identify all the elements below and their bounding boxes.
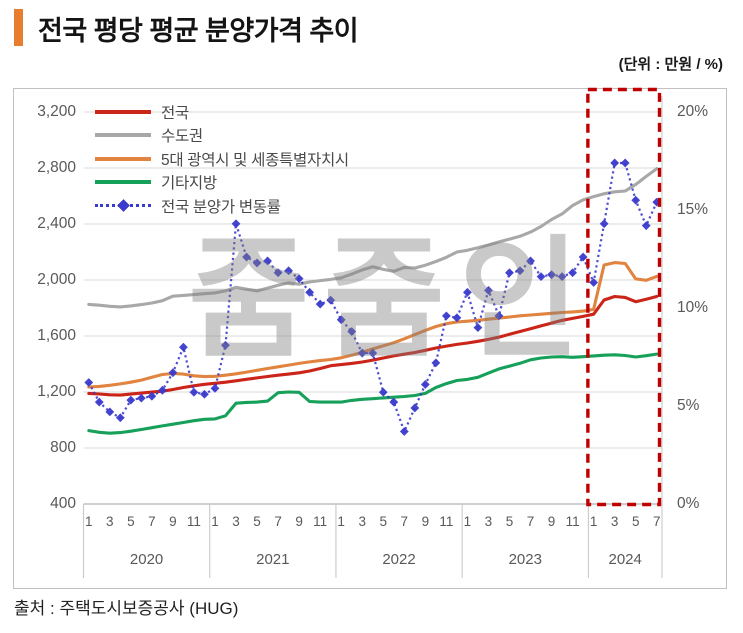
chart-legend: 전국 수도권 5대 광역시 및 세종특별자치시 기타지방 전국 분양가 변동률 bbox=[95, 100, 349, 218]
legend-label-capital-area: 수도권 bbox=[161, 128, 203, 146]
chart-frame bbox=[13, 88, 727, 589]
legend-item-other-regions: 기타지방 bbox=[95, 171, 349, 195]
legend-label-other-regions: 기타지방 bbox=[161, 175, 217, 193]
legend-item-national: 전국 bbox=[95, 100, 349, 124]
legend-line-sample-other-regions bbox=[95, 180, 151, 185]
title-accent-bar bbox=[14, 9, 23, 46]
legend-label-change-rate: 전국 분양가 변동률 bbox=[161, 198, 281, 216]
legend-label-national: 전국 bbox=[161, 104, 189, 122]
legend-item-capital-area: 수도권 bbox=[95, 124, 349, 148]
legend-label-five-metros: 5대 광역시 및 세종특별자치시 bbox=[161, 151, 349, 169]
diamond-marker-icon bbox=[117, 199, 130, 213]
legend-line-sample-national bbox=[95, 109, 151, 114]
legend-item-change-rate: 전국 분양가 변동률 bbox=[95, 194, 349, 218]
legend-item-five-metros: 5대 광역시 및 세종특별자치시 bbox=[95, 147, 349, 171]
page-title: 전국 평당 평균 분양가격 추이 bbox=[38, 16, 359, 46]
legend-line-sample-capital-area bbox=[95, 133, 151, 138]
source-caption: 출처 : 주택도시보증공사 (HUG) bbox=[14, 599, 239, 618]
legend-line-sample-change-rate bbox=[95, 199, 151, 213]
unit-label: (단위 : 만원 / %) bbox=[618, 56, 723, 73]
legend-line-sample-five-metros bbox=[95, 156, 151, 161]
